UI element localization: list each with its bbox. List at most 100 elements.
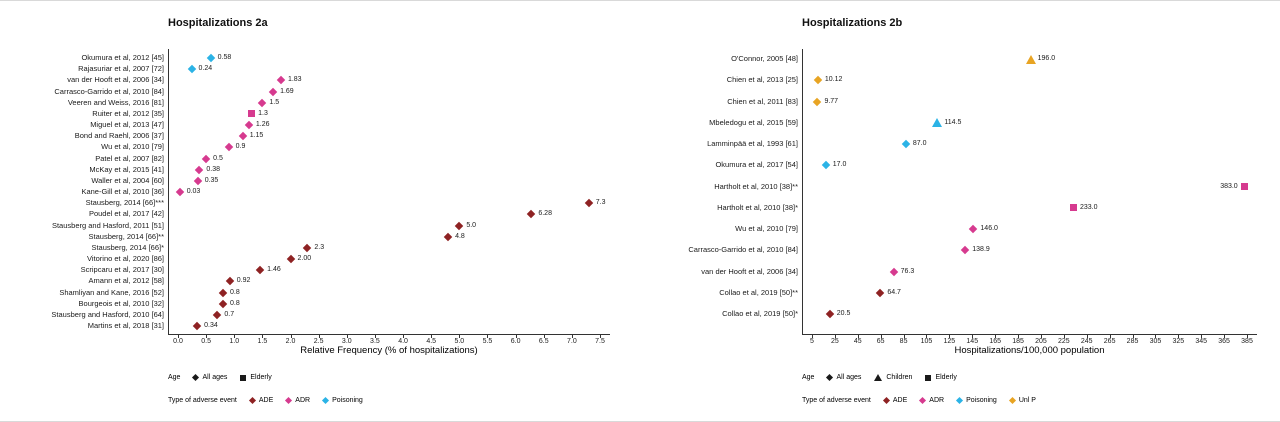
x-tick-label: 85 bbox=[899, 338, 908, 345]
value-label: 0.5 bbox=[213, 154, 223, 162]
x-tick-label: 1.5 bbox=[257, 338, 268, 345]
x-tick-label: 6.0 bbox=[510, 338, 521, 345]
legend-item-adr: ADR bbox=[285, 396, 311, 405]
value-label: 1.69 bbox=[280, 87, 294, 95]
value-label: 20.5 bbox=[836, 310, 851, 317]
x-tick bbox=[206, 335, 208, 338]
study-label: Shamliyan and Kane, 2016 [52] bbox=[59, 287, 164, 297]
y-axis-line bbox=[168, 49, 169, 334]
data-point-marker bbox=[225, 277, 234, 286]
diamond-icon bbox=[956, 396, 964, 405]
value-label: 87.0 bbox=[912, 140, 927, 147]
legend-label: ADR bbox=[929, 397, 945, 404]
data-point-marker bbox=[195, 165, 204, 174]
data-point-marker bbox=[187, 64, 196, 74]
square-icon bbox=[925, 374, 932, 381]
value-label: 0.35 bbox=[204, 176, 219, 184]
diamond-icon bbox=[1008, 396, 1016, 405]
x-tick-label: 325 bbox=[1172, 338, 1185, 345]
data-point-marker bbox=[821, 161, 830, 170]
legend-item-children: Children bbox=[874, 374, 912, 381]
study-label: van der Hooft et al, 2006 [34] bbox=[67, 75, 164, 85]
legend-item-ade: ADE bbox=[248, 396, 273, 405]
study-label: Mbeledogu et al, 2015 [59] bbox=[709, 117, 798, 127]
data-point-marker bbox=[1241, 183, 1249, 190]
x-tick bbox=[995, 335, 997, 338]
legend-label: ADR bbox=[295, 397, 311, 404]
x-tick bbox=[262, 335, 264, 338]
value-label: 1.46 bbox=[267, 266, 281, 274]
value-label: 0.8 bbox=[230, 288, 240, 296]
x-tick-label: 7.0 bbox=[566, 338, 577, 345]
x-tick bbox=[972, 335, 974, 338]
type-legend-title: Type of adverse event bbox=[802, 397, 871, 404]
legend-item-poisoning: Poisoning bbox=[956, 396, 997, 405]
data-point-marker bbox=[1025, 54, 1036, 64]
study-label: McKay et al, 2015 [41] bbox=[89, 164, 164, 174]
x-tick bbox=[1132, 335, 1134, 338]
chart-title-2b: Hospitalizations 2b bbox=[802, 17, 903, 29]
x-tick-label: 0.0 bbox=[173, 338, 183, 345]
study-label: Collao et al, 2019 [50]* bbox=[722, 309, 798, 318]
x-axis-line bbox=[802, 334, 1257, 335]
study-label: Bond and Raehl, 2006 [37] bbox=[74, 131, 164, 141]
study-label: Vitorino et al, 2020 [86] bbox=[87, 254, 164, 264]
x-tick-label: 2.5 bbox=[313, 338, 324, 345]
type-legend: Type of adverse event ADE ADR Poisoning Unl … bbox=[802, 396, 1036, 405]
value-label: 64.7 bbox=[887, 288, 901, 296]
value-label: 2.3 bbox=[314, 243, 325, 251]
study-label: Waller et al, 2004 [60] bbox=[91, 175, 164, 185]
data-point-marker bbox=[218, 299, 228, 308]
study-label: van der Hooft et al, 2006 [34] bbox=[701, 266, 798, 276]
value-label: 1.83 bbox=[287, 76, 302, 84]
legend-label: Elderly bbox=[935, 374, 957, 381]
legend-item-unl-p: Unl P bbox=[1008, 396, 1036, 405]
x-tick-label: 345 bbox=[1195, 338, 1208, 345]
legend-label: Children bbox=[886, 374, 913, 381]
study-label: Carrasco-Garrido et al, 2010 [84] bbox=[54, 86, 164, 96]
x-tick bbox=[571, 335, 573, 338]
study-label: Poudel et al, 2017 [42] bbox=[88, 209, 164, 219]
data-point-marker bbox=[247, 110, 255, 118]
x-tick bbox=[926, 335, 928, 338]
x-tick bbox=[834, 335, 836, 338]
x-tick-label: 5 bbox=[810, 338, 814, 345]
x-tick-label: 5.5 bbox=[482, 338, 493, 345]
x-tick bbox=[234, 335, 236, 338]
value-label: 1.5 bbox=[269, 98, 280, 106]
chart-panel-2a: Hospitalizations 2a Relative Frequency (… bbox=[28, 11, 643, 413]
study-label: Kane-Gill et al, 2010 [36] bbox=[81, 187, 164, 197]
x-tick-label: 1.0 bbox=[229, 338, 240, 345]
value-label: 9.77 bbox=[824, 97, 839, 105]
value-label: 0.92 bbox=[236, 277, 251, 285]
value-label: 1.3 bbox=[258, 109, 268, 117]
x-tick bbox=[812, 335, 813, 338]
x-tick bbox=[346, 335, 348, 338]
data-point-marker bbox=[218, 288, 228, 297]
data-point-marker bbox=[192, 321, 202, 331]
x-tick bbox=[515, 335, 517, 338]
x-tick-label: 5.0 bbox=[454, 338, 465, 345]
x-tick bbox=[949, 335, 951, 338]
value-label: 5.0 bbox=[466, 221, 477, 229]
x-tick-label: 305 bbox=[1149, 338, 1162, 345]
x-tick bbox=[1018, 335, 1020, 338]
legend-label: All ages bbox=[836, 374, 862, 381]
study-label: Martins et al, 2018 [31] bbox=[87, 321, 164, 331]
x-tick-label: 265 bbox=[1103, 338, 1116, 345]
diamond-icon bbox=[285, 396, 293, 405]
data-point-marker bbox=[813, 76, 823, 85]
type-legend: Type of adverse event ADE ADR Poisoning bbox=[168, 396, 363, 405]
study-label: Miguel et al, 2013 [47] bbox=[90, 120, 164, 130]
study-label: Rajasuriar et al, 2007 [72] bbox=[78, 64, 164, 74]
study-label: Lamminpää et al, 1993 [61] bbox=[707, 139, 798, 148]
data-point-marker bbox=[825, 309, 834, 319]
x-tick bbox=[880, 335, 882, 338]
age-legend-title: Age bbox=[802, 374, 815, 381]
study-label: Okumura et al, 2017 [54] bbox=[715, 160, 798, 170]
study-label: Wu et al, 2010 [79] bbox=[101, 142, 164, 152]
diamond-icon bbox=[882, 396, 890, 405]
x-tick bbox=[543, 335, 545, 338]
study-label: Hartholt et al, 2010 [38]* bbox=[717, 202, 798, 212]
data-point-marker bbox=[901, 139, 911, 149]
